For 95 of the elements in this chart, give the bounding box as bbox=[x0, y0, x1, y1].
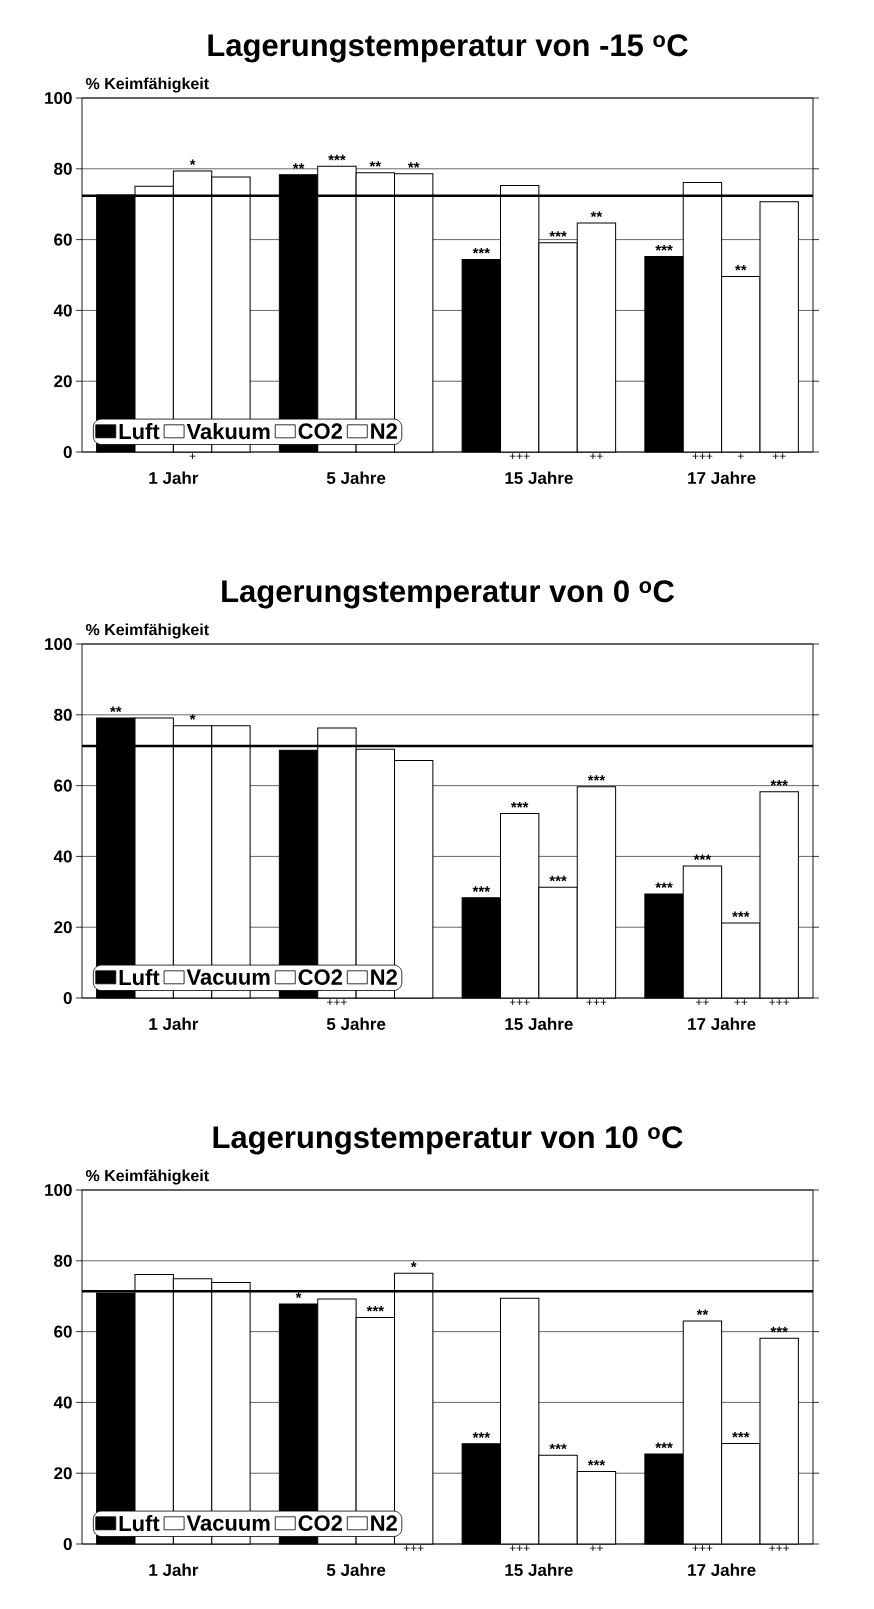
legend-label: Vakuum bbox=[186, 423, 270, 440]
y-axis-title: % Keimfähigkeit bbox=[85, 77, 209, 93]
annotation: *** bbox=[549, 1443, 567, 1450]
x-tick-label: 5 Jahre bbox=[326, 1563, 386, 1577]
legend-label: Vacuum bbox=[186, 969, 270, 985]
annotation: *** bbox=[366, 1305, 385, 1312]
annotation: * bbox=[410, 1261, 417, 1268]
y-tick-label: 0 bbox=[63, 445, 72, 459]
x-tick-label: 1 Jahr bbox=[149, 1563, 199, 1577]
annotation: *** bbox=[549, 231, 567, 237]
annotation: ** bbox=[696, 1309, 709, 1316]
y-tick-label: 100 bbox=[45, 637, 72, 651]
x-tick-label: 15 Jahre bbox=[505, 1563, 573, 1577]
data-label: + bbox=[737, 453, 744, 460]
x-tick-label: 5 Jahre bbox=[326, 1017, 386, 1031]
legend-label: Luft bbox=[119, 1515, 160, 1532]
legend-label: CO2 bbox=[298, 1515, 343, 1531]
data-label: +++ bbox=[769, 999, 790, 1006]
y-tick-label: 80 bbox=[54, 1254, 72, 1267]
annotation: * bbox=[189, 714, 196, 720]
legend-label: Luft bbox=[119, 423, 160, 440]
annotation: *** bbox=[732, 1431, 750, 1438]
legend-label: CO2 bbox=[298, 969, 343, 985]
y-tick-label: 40 bbox=[53, 1396, 72, 1409]
x-tick-label: 17 Jahre bbox=[688, 471, 756, 485]
y-axis-title: % Keimfähigkeit bbox=[85, 1169, 209, 1185]
annotation: *** bbox=[587, 775, 606, 781]
legend-label: Vacuum bbox=[186, 1515, 270, 1531]
y-tick-label: 0 bbox=[63, 991, 72, 1005]
chart-title: Lagerungstemperatur von -15 $^{o}$C bbox=[208, 34, 688, 63]
y-tick-label: 60 bbox=[54, 779, 72, 792]
chart-title: Lagerungstemperatur von 10 $^{o}$C bbox=[213, 1126, 683, 1155]
annotation: *** bbox=[770, 780, 788, 786]
data-label: ++ bbox=[590, 1545, 603, 1552]
annotation: * bbox=[295, 1292, 302, 1299]
annotation: *** bbox=[510, 802, 529, 808]
annotation: ** bbox=[292, 163, 305, 169]
legend-label: CO2 bbox=[298, 423, 343, 439]
legend-label: N2 bbox=[371, 1515, 397, 1531]
y-tick-label: 40 bbox=[53, 304, 72, 317]
y-tick-label: 80 bbox=[54, 162, 72, 175]
data-label: ++ bbox=[734, 999, 748, 1006]
annotation: ** bbox=[735, 264, 747, 271]
x-tick-label: 1 Jahr bbox=[149, 471, 199, 485]
annotation: ** bbox=[590, 211, 603, 218]
y-tick-label: 20 bbox=[54, 375, 72, 388]
y-tick-label: 60 bbox=[54, 1325, 72, 1338]
annotation: * bbox=[189, 159, 196, 165]
annotation: *** bbox=[655, 245, 673, 251]
data-label: +++ bbox=[327, 999, 347, 1006]
data-label: ++ bbox=[696, 999, 709, 1006]
x-tick-label: 15 Jahre bbox=[505, 1017, 573, 1031]
annotation: *** bbox=[770, 1326, 788, 1333]
y-tick-label: 20 bbox=[54, 921, 72, 934]
legend-label: Luft bbox=[119, 969, 160, 986]
legend-label: N2 bbox=[371, 969, 397, 985]
x-tick-label: 17 Jahre bbox=[688, 1017, 756, 1031]
y-tick-label: 40 bbox=[53, 850, 72, 863]
annotation: *** bbox=[472, 247, 491, 254]
chart-title: Lagerungstemperatur von 0 $^{o}$C bbox=[222, 580, 675, 609]
annotation: ** bbox=[407, 162, 420, 168]
data-label: + bbox=[189, 453, 196, 460]
annotation: *** bbox=[655, 1442, 673, 1449]
x-tick-label: 5 Jahre bbox=[326, 471, 386, 485]
annotation: *** bbox=[472, 886, 491, 892]
data-label: +++ bbox=[769, 1545, 790, 1552]
annotation: *** bbox=[693, 854, 712, 861]
y-tick-label: 80 bbox=[54, 708, 72, 721]
x-tick-label: 1 Jahr bbox=[149, 1017, 199, 1031]
annotation: *** bbox=[549, 875, 567, 882]
annotation: *** bbox=[655, 882, 673, 888]
data-label: +++ bbox=[509, 453, 530, 460]
y-tick-label: 20 bbox=[54, 1467, 72, 1480]
data-label: +++ bbox=[586, 999, 607, 1006]
y-axis-title: % Keimfähigkeit bbox=[85, 623, 209, 639]
x-tick-label: 17 Jahre bbox=[688, 1563, 756, 1577]
annotation: ** bbox=[369, 161, 382, 167]
data-label: +++ bbox=[403, 1545, 424, 1552]
legend-label: N2 bbox=[371, 423, 397, 439]
annotation: ** bbox=[110, 706, 122, 713]
annotation: *** bbox=[732, 911, 750, 918]
y-tick-label: 60 bbox=[54, 233, 72, 246]
data-label: ++ bbox=[772, 453, 786, 460]
annotation: *** bbox=[328, 154, 346, 161]
data-label: +++ bbox=[509, 999, 530, 1006]
data-label: +++ bbox=[692, 453, 713, 460]
data-label: +++ bbox=[509, 1545, 530, 1552]
x-tick-label: 15 Jahre bbox=[505, 471, 573, 485]
data-label: ++ bbox=[590, 453, 603, 460]
data-label: +++ bbox=[692, 1545, 713, 1552]
y-tick-label: 100 bbox=[45, 1183, 72, 1197]
y-tick-label: 0 bbox=[63, 1537, 72, 1551]
annotation: *** bbox=[587, 1459, 606, 1466]
y-tick-label: 100 bbox=[45, 91, 72, 105]
annotation: *** bbox=[472, 1432, 491, 1438]
